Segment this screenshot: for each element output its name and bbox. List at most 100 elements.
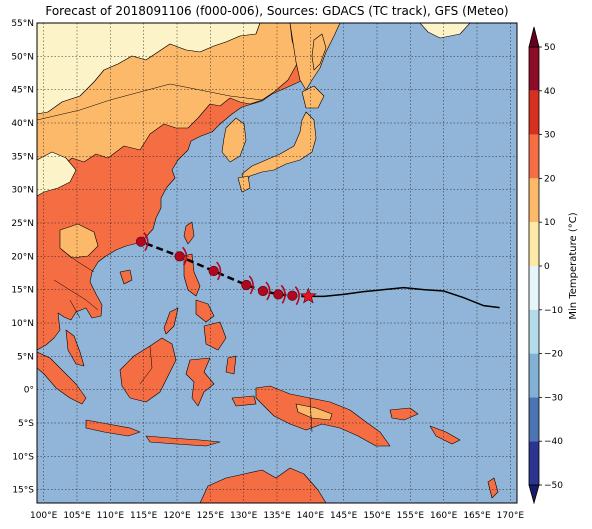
- longitude-axis: 100°E 105°E 110°E 115°E 120°E 125°E 130°E 135°E…: [30, 511, 524, 521]
- lat-tick-label: 0°: [24, 386, 34, 396]
- cyclone-symbol-arc: [280, 284, 286, 304]
- colorbar-band: [529, 178, 539, 223]
- colorbar-band: [529, 353, 539, 398]
- land-new-britain: [389, 407, 419, 421]
- forecast-position-marker: [174, 251, 185, 262]
- colorbar-tick-label: −20: [544, 350, 563, 360]
- colorbar-band: [529, 47, 539, 91]
- colorbar-tick-label: 40: [544, 87, 556, 97]
- latitude-axis: 55°N 50°N 45°N 40°N 35°N 30°N 25°N 20°N 15°N 10°N…: [11, 19, 34, 496]
- land-malay: [65, 329, 85, 367]
- land-australia: [199, 467, 327, 503]
- land-korea: [221, 117, 247, 163]
- past-track-line: [308, 286, 500, 309]
- lat-tick-label: 45°N: [11, 86, 34, 96]
- land-palawan: [163, 307, 179, 335]
- lat-tick-label: 20°N: [11, 252, 34, 262]
- land-kamchatka-north: [419, 23, 471, 39]
- land-sumatra: [37, 351, 87, 405]
- land-mild-central: [37, 23, 299, 179]
- lon-tick-label: 150°E: [363, 511, 391, 521]
- land-seram: [231, 395, 257, 407]
- colorbar-tick-label: −10: [544, 306, 563, 316]
- land-solomons: [429, 425, 461, 445]
- cyclone-symbol-arc: [294, 286, 300, 306]
- forecast-position-marker: [241, 279, 252, 291]
- land-sulawesi: [185, 357, 215, 407]
- map-frame: [36, 22, 518, 504]
- lon-tick-label: 120°E: [163, 511, 191, 521]
- country-borders: [37, 83, 313, 433]
- colorbar-band: [529, 90, 539, 135]
- map-title: Forecast of 2018091106 (f000-006), Sourc…: [45, 4, 509, 18]
- lon-tick-label: 130°E: [230, 511, 258, 521]
- cyclone-symbol-arc: [182, 246, 188, 266]
- lat-tick-label: 50°N: [11, 52, 34, 62]
- colorbar-tick-label: 50: [544, 43, 556, 53]
- cyclone-symbol-arc: [248, 275, 254, 295]
- lat-tick-label: 30°N: [11, 186, 34, 196]
- lat-tick-label: 15°S: [12, 486, 34, 496]
- colorbar-tick-label: −30: [544, 393, 563, 403]
- lat-tick-label: 10°N: [11, 319, 34, 329]
- forecast-position-marker: [273, 289, 284, 300]
- colorbar-extend-high: [528, 26, 540, 48]
- land-layer: [37, 23, 499, 503]
- land-taiwan: [183, 221, 195, 245]
- lon-tick-label: 115°E: [130, 511, 158, 521]
- lon-tick-label: 170°E: [497, 511, 525, 521]
- forecast-position-marker: [208, 265, 219, 277]
- colorbar-tick-label: −40: [544, 437, 563, 447]
- colorbar-tick-label: 30: [544, 131, 556, 141]
- lat-tick-label: 25°N: [11, 219, 34, 229]
- cyclone-symbol-arc: [216, 261, 222, 281]
- lon-tick-label: 155°E: [397, 511, 425, 521]
- forecast-position-marker: [135, 236, 147, 247]
- lat-tick-label: 40°N: [11, 119, 34, 129]
- land-visayas: [195, 299, 215, 323]
- land-mindanao: [203, 321, 227, 351]
- land-kyushu: [237, 175, 251, 193]
- lon-tick-label: 125°E: [197, 511, 225, 521]
- land-luzon: [183, 253, 201, 297]
- colorbar-tick-label: 0: [544, 262, 550, 272]
- land-hainan: [119, 269, 133, 285]
- colorbar-tick-label: 10: [544, 218, 556, 228]
- colorbar: 50 40 30 20 10 0 −10 −20 −30 −40 −50 Min Temperatur…: [528, 26, 579, 505]
- land-lesser-sunda: [145, 435, 221, 447]
- lat-tick-label: 35°N: [11, 152, 34, 162]
- lat-tick-label: 15°N: [11, 286, 34, 296]
- lat-tick-label: 55°N: [11, 19, 34, 29]
- lat-tick-label: 5°S: [18, 419, 34, 429]
- forecast-position-marker: [287, 290, 298, 301]
- land-sakhalin: [311, 33, 327, 71]
- land-mild-sea: [59, 223, 99, 259]
- land-cool-pocket: [37, 151, 77, 197]
- colorbar-band: [529, 134, 539, 179]
- lat-tick-label: 10°S: [12, 452, 34, 462]
- lon-tick-label: 100°E: [30, 511, 58, 521]
- colorbar-band: [529, 266, 539, 310]
- colorbar-band: [529, 441, 539, 485]
- colorbar-tick-label: −50: [544, 481, 563, 491]
- lon-tick-label: 135°E: [263, 511, 291, 521]
- cyclone-track: [135, 232, 500, 309]
- lon-tick-label: 140°E: [297, 511, 325, 521]
- cyclone-symbol-arc: [143, 232, 149, 252]
- colorbar-band: [529, 397, 539, 442]
- lat-tick-label: 5°N: [17, 352, 34, 362]
- lon-tick-label: 145°E: [330, 511, 358, 521]
- land-new-guinea-mild: [295, 403, 333, 421]
- forecast-position-marker: [257, 285, 269, 297]
- lon-tick-label: 160°E: [430, 511, 458, 521]
- land-hokkaido: [301, 85, 325, 109]
- land-borneo: [119, 337, 177, 403]
- cyclone-symbol-arc: [265, 281, 271, 301]
- colorbar-band: [529, 309, 539, 354]
- lon-tick-label: 110°E: [97, 511, 125, 521]
- lon-tick-label: 105°E: [63, 511, 91, 521]
- land-halmahera: [225, 355, 237, 375]
- lon-tick-label: 165°E: [463, 511, 491, 521]
- colorbar-label: Min Temperature (°C): [568, 212, 579, 319]
